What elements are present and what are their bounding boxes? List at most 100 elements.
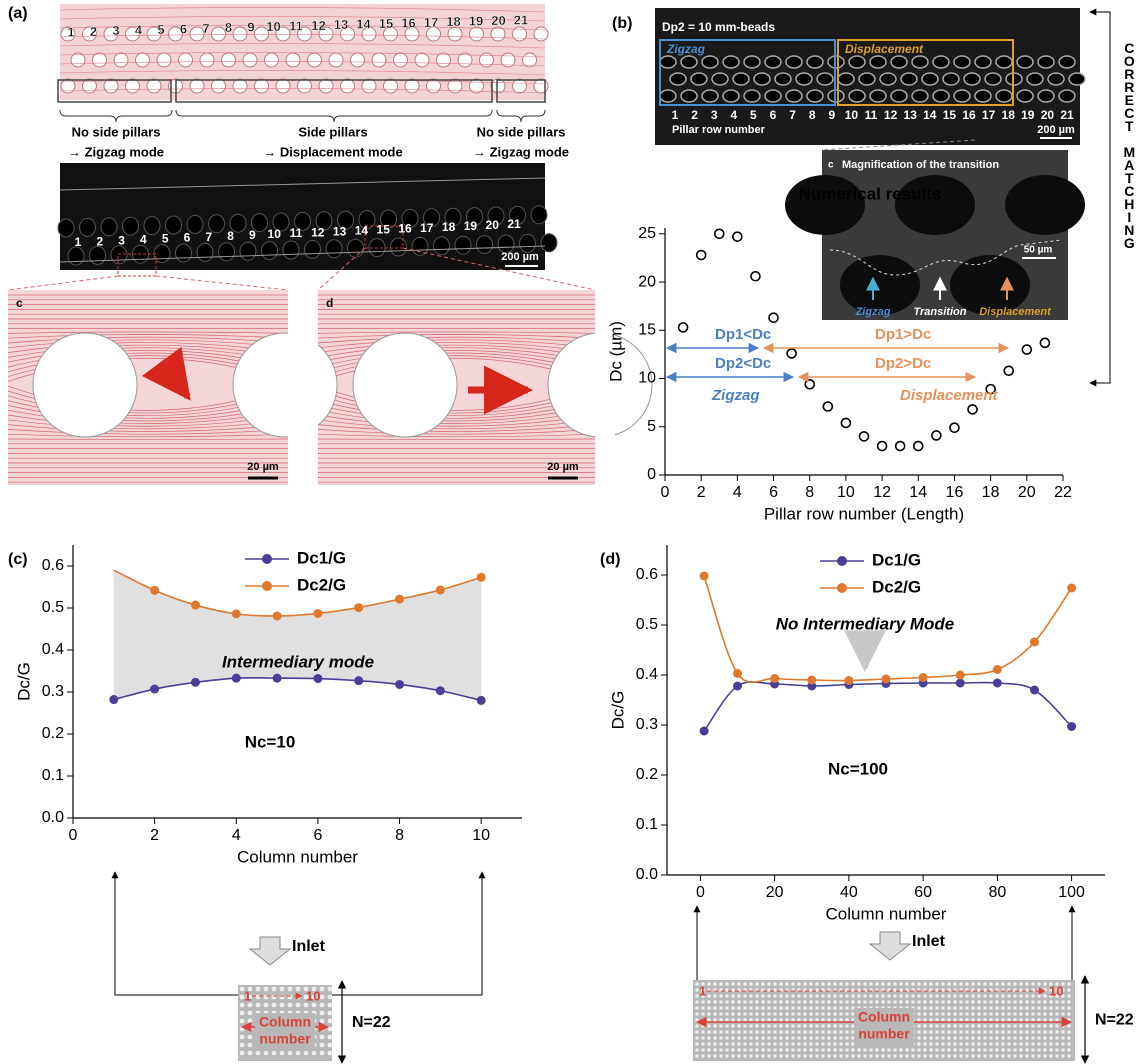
- pillar: [731, 982, 735, 986]
- pillar: [743, 1048, 747, 1052]
- pillar: [1007, 1000, 1011, 1004]
- x-tick-label: 10: [472, 827, 490, 844]
- row-number: 7: [789, 108, 796, 122]
- mode-label: Side pillars: [298, 124, 367, 139]
- pillar: [1013, 1000, 1017, 1004]
- pillar: [971, 1036, 975, 1040]
- pillar: [405, 79, 419, 93]
- pillar: [725, 1000, 729, 1004]
- pillar: [723, 90, 739, 102]
- pillar: [1013, 1048, 1017, 1052]
- pillar: [803, 1036, 807, 1040]
- pillar: [1043, 1030, 1047, 1034]
- pillar: [767, 1054, 771, 1058]
- pillar: [707, 1048, 711, 1052]
- pillar: [256, 1051, 261, 1056]
- pillar: [248, 1019, 253, 1024]
- pillar: [80, 218, 96, 236]
- pillar: [1061, 1012, 1065, 1016]
- pillar: [935, 1000, 939, 1004]
- pillar: [1055, 1036, 1059, 1040]
- pillar: [983, 1048, 987, 1052]
- x-tick-label: 2: [697, 484, 706, 501]
- panel-label: (b): [612, 15, 632, 32]
- guide-arrow: [693, 906, 697, 990]
- pillar: [899, 994, 903, 998]
- legend-marker: [837, 583, 847, 593]
- pillar: [1067, 982, 1071, 986]
- pillar: [713, 1048, 717, 1052]
- row-number: 15: [377, 223, 391, 237]
- pillar: [953, 1048, 957, 1052]
- pillar: [887, 1048, 891, 1052]
- pillar: [725, 1048, 729, 1052]
- mode-label: → Zigzag mode: [473, 144, 569, 159]
- pillar: [755, 1012, 759, 1016]
- pillar: [971, 1012, 975, 1016]
- row-number: 2: [90, 24, 97, 39]
- pillar: [1001, 1054, 1005, 1058]
- pillar: [713, 1000, 717, 1004]
- pillar: [815, 1036, 819, 1040]
- pillar: [248, 1051, 253, 1056]
- pillar: [725, 1024, 729, 1028]
- pillar: [923, 1012, 927, 1016]
- pillar: [147, 79, 161, 93]
- range-end: 10: [306, 988, 320, 1003]
- pillar: [849, 56, 865, 68]
- pillar: [212, 27, 226, 41]
- pillar: [1007, 1024, 1011, 1028]
- pillar: [989, 1012, 993, 1016]
- pillar: [995, 994, 999, 998]
- pillar: [743, 982, 747, 986]
- pillar: [803, 1000, 807, 1004]
- pillar: [1067, 1048, 1071, 1052]
- pillar: [995, 1054, 999, 1058]
- x-tick-label: 12: [873, 484, 891, 501]
- row-number: 15: [943, 108, 957, 122]
- pillar: [320, 1043, 325, 1048]
- pillar: [737, 1030, 741, 1034]
- pillar: [797, 1048, 801, 1052]
- pillar: [941, 1012, 945, 1016]
- pillar: [965, 994, 969, 998]
- pillar: [935, 982, 939, 986]
- panel-label: (d): [600, 551, 620, 568]
- pillar: [743, 994, 747, 998]
- pillar: [731, 1000, 735, 1004]
- pillar: [670, 73, 686, 85]
- pillar: [1007, 982, 1011, 986]
- pillar: [691, 73, 707, 85]
- pillar: [351, 53, 365, 67]
- pillar: [815, 1048, 819, 1052]
- column-caption: number: [259, 1031, 311, 1047]
- row-number: 13: [334, 17, 348, 32]
- pillar: [995, 1048, 999, 1052]
- pillar: [737, 1012, 741, 1016]
- pillar: [953, 982, 957, 986]
- pillar: [101, 218, 117, 236]
- point: [150, 685, 159, 694]
- inlet-label: Inlet: [292, 938, 326, 955]
- pillar: [695, 1048, 699, 1052]
- pillar: [256, 995, 261, 1000]
- pillar: [833, 1054, 837, 1058]
- pillar: [796, 73, 812, 85]
- y-tick-label: 15: [638, 321, 656, 338]
- pillar: [870, 56, 886, 68]
- row-number: 4: [730, 108, 737, 122]
- pillar: [833, 1000, 837, 1004]
- pillar: [190, 79, 204, 93]
- pillar: [328, 987, 333, 992]
- pillar: [875, 994, 879, 998]
- row-number: 19: [469, 14, 483, 29]
- pillar: [1019, 1006, 1023, 1010]
- pillar: [68, 247, 84, 265]
- pillar: [1013, 1030, 1017, 1034]
- pillar: [857, 1054, 861, 1058]
- pillar: [953, 1042, 957, 1046]
- pillar: [477, 236, 493, 254]
- pillar: [803, 1048, 807, 1052]
- row-number: 1: [67, 24, 74, 39]
- pillar: [1013, 1042, 1017, 1046]
